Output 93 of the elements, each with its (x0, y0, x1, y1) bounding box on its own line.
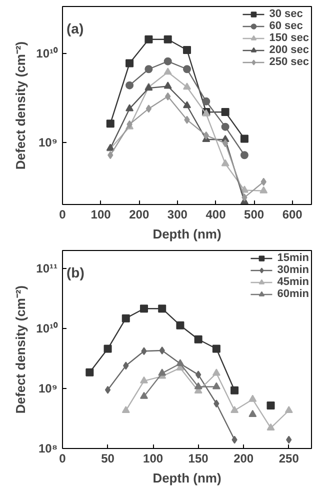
point (140, 376, 148, 384)
point (266, 423, 275, 430)
point (104, 386, 111, 394)
point (260, 186, 268, 194)
point (184, 116, 190, 124)
point (159, 346, 165, 355)
point (140, 304, 148, 313)
point (108, 151, 114, 160)
point (183, 82, 191, 90)
y-tick-label: 10¹⁰ (36, 322, 58, 336)
y-axis-title: Defect density (cm⁻²) (13, 285, 28, 414)
point (214, 400, 220, 408)
point (212, 368, 220, 376)
annotation: (b) (66, 264, 84, 280)
point (248, 410, 257, 417)
x-tick-label: 100 (90, 208, 112, 222)
point (240, 134, 248, 143)
x-tick-label: 50 (101, 452, 115, 466)
y-tick-label: 10⁹ (38, 382, 58, 396)
legend-label: 200 sec (269, 44, 309, 56)
point (126, 104, 134, 112)
point (104, 344, 112, 353)
point (194, 382, 202, 390)
point (164, 82, 172, 89)
point (144, 65, 153, 74)
point (126, 81, 134, 90)
point (176, 321, 184, 330)
point (230, 386, 239, 394)
x-tick-label: 200 (129, 208, 150, 222)
point (212, 344, 220, 353)
point (183, 46, 191, 54)
point (122, 406, 130, 414)
point (140, 392, 148, 399)
point (86, 368, 94, 376)
point (122, 314, 130, 322)
annotation: (a) (66, 20, 84, 36)
x-tick-label: 600 (282, 208, 303, 222)
point (242, 193, 248, 202)
x-tick-label: 200 (234, 452, 254, 466)
legend-label: 60min (277, 288, 309, 300)
x-tick-label: 400 (206, 208, 226, 222)
legend-label: 45min (277, 276, 309, 288)
point (183, 101, 191, 108)
x-tick-label: 500 (244, 208, 264, 222)
point (146, 104, 152, 113)
point (164, 68, 172, 75)
legend-label: 30 sec (269, 8, 303, 20)
point (123, 362, 129, 370)
point (222, 139, 228, 148)
point (144, 35, 153, 44)
point (284, 406, 293, 414)
y-tick-label: 10¹¹ (36, 262, 58, 276)
point (221, 108, 230, 116)
y-axis-title: Defect density (cm⁻²) (13, 41, 28, 170)
x-tick-label: 0 (59, 452, 66, 466)
point (158, 304, 166, 313)
point (221, 122, 230, 131)
point (126, 59, 134, 68)
point (165, 92, 171, 100)
y-tick-label: 10⁹ (38, 135, 58, 150)
point (266, 402, 275, 410)
point (248, 394, 257, 402)
point (164, 57, 172, 66)
point (286, 436, 292, 444)
legend-label: 150 sec (269, 32, 309, 44)
legend-label: 15min (277, 252, 309, 264)
x-tick-label: 150 (188, 452, 209, 466)
x-axis-title: Depth (nm) (152, 470, 222, 486)
x-tick-label: 250 (278, 452, 300, 466)
x-axis-title: Depth (nm) (152, 226, 222, 242)
legend-label: 250 sec (269, 56, 309, 68)
point (164, 35, 172, 44)
legend-label: 60 sec (269, 20, 303, 32)
x-tick-label: 0 (59, 208, 66, 222)
point (240, 151, 248, 160)
point (106, 120, 114, 128)
point (158, 368, 166, 376)
point (212, 382, 220, 390)
point (141, 347, 147, 356)
point (232, 436, 238, 444)
point (260, 178, 266, 186)
point (230, 406, 239, 414)
point (195, 370, 202, 379)
y-tick-label: 10⁸ (38, 442, 58, 456)
point (203, 131, 209, 140)
legend-label: 30min (277, 264, 309, 276)
x-tick-label: 100 (143, 452, 164, 466)
x-tick-label: 300 (167, 208, 188, 222)
point (202, 97, 210, 106)
point (194, 335, 202, 344)
point (183, 65, 191, 74)
point (221, 159, 230, 166)
y-tick-label: 10¹⁰ (36, 46, 58, 61)
